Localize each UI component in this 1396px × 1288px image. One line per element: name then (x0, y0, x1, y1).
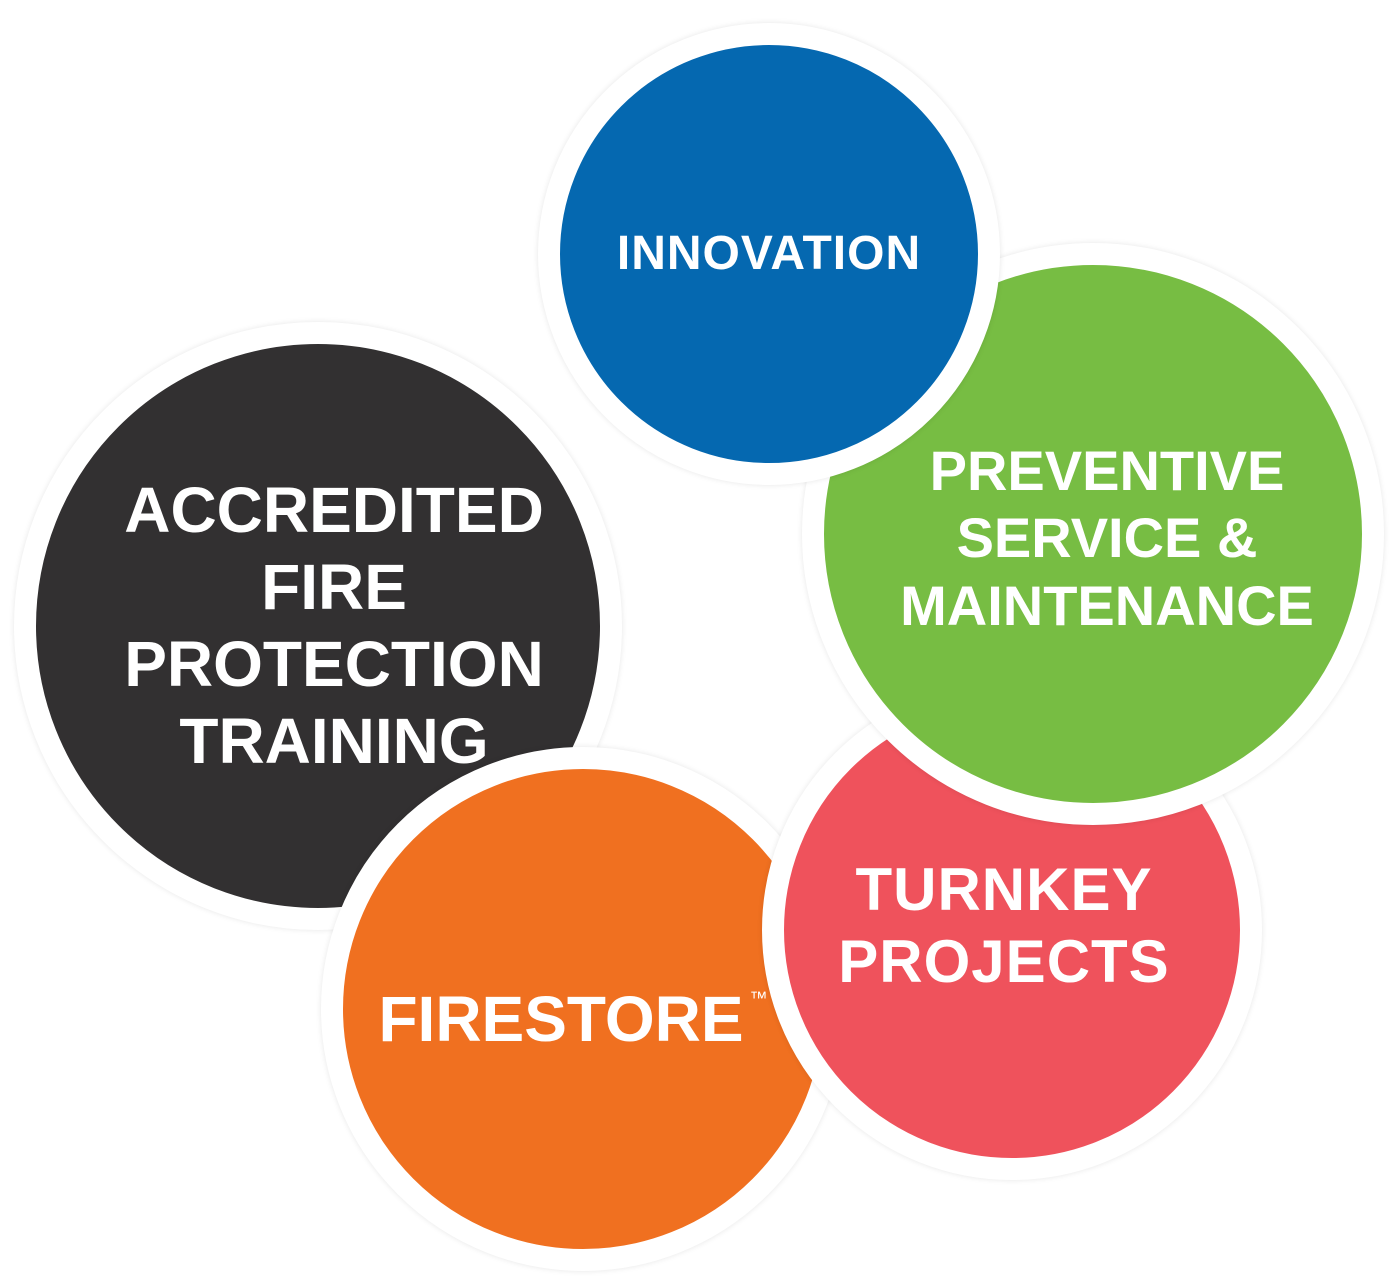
label-line: SERVICE & (956, 506, 1258, 570)
label-line: TURNKEY (855, 856, 1153, 923)
label-line: TRAINING (179, 704, 489, 777)
label-line: MAINTENANCE (900, 573, 1314, 637)
firestore-label: FIRESTORE ™ (378, 981, 767, 1058)
label-line: PREVENTIVE (929, 439, 1285, 503)
label-line: ACCREDITED (124, 474, 544, 547)
label-line: FIRE (261, 551, 407, 624)
innovation-label: INNOVATION (617, 225, 921, 283)
label-line: PROTECTION (124, 628, 544, 700)
innovation-circle: INNOVATION (538, 23, 1000, 485)
label-line: INNOVATION (616, 227, 922, 281)
firestore-circle: FIRESTORE ™ (321, 747, 845, 1271)
preventive-service-label: PREVENTIVE SERVICE & MAINTENANCE (900, 437, 1314, 639)
firestore-text: FIRESTORE (378, 982, 744, 1055)
trademark-symbol: ™ (749, 988, 768, 1009)
label-line: PROJECTS (838, 928, 1170, 995)
turnkey-projects-label: TURNKEY PROJECTS (838, 854, 1169, 998)
accredited-training-label: ACCREDITED FIRE PROTECTION TRAINING (124, 472, 544, 779)
